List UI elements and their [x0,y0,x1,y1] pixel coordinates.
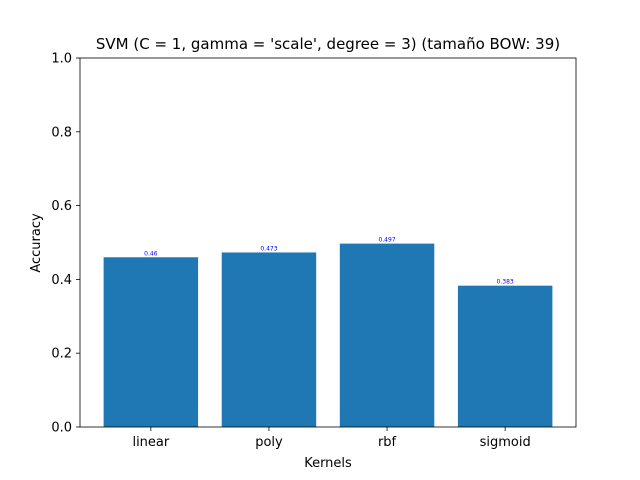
y-axis-label: Accuracy [29,213,44,273]
x-tick-label-sigmoid: sigmoid [480,435,531,450]
y-tick-label-1: 0.2 [51,347,72,362]
x-axis-label: Kernels [304,456,352,471]
value-label-rbf: 0.497 [378,237,395,244]
x-tick-label-linear: linear [132,435,169,450]
y-tick-label-4: 0.8 [51,125,72,140]
y-tick-label-3: 0.6 [51,199,72,214]
x-tick-label-poly: poly [255,435,283,450]
y-tick-label-5: 1.0 [51,52,72,67]
chart-title: SVM (C = 1, gamma = 'scale', degree = 3)… [96,35,560,53]
value-label-poly: 0.473 [260,245,277,252]
bar-linear [103,257,199,427]
bar-poly [221,252,317,427]
bar-rbf [339,243,435,427]
value-label-sigmoid: 0.383 [497,279,514,286]
y-tick-label-0: 0.0 [51,421,72,436]
value-label-linear: 0.46 [144,250,158,257]
y-tick-label-2: 0.4 [51,273,72,288]
plot-area: 0.46 linear 0.473 poly 0.497 rbf 0.383 sigmoid 0… [51,52,577,450]
bar-sigmoid [457,285,553,427]
plot-frame [79,57,577,428]
x-tick-label-rbf: rbf [378,435,397,450]
